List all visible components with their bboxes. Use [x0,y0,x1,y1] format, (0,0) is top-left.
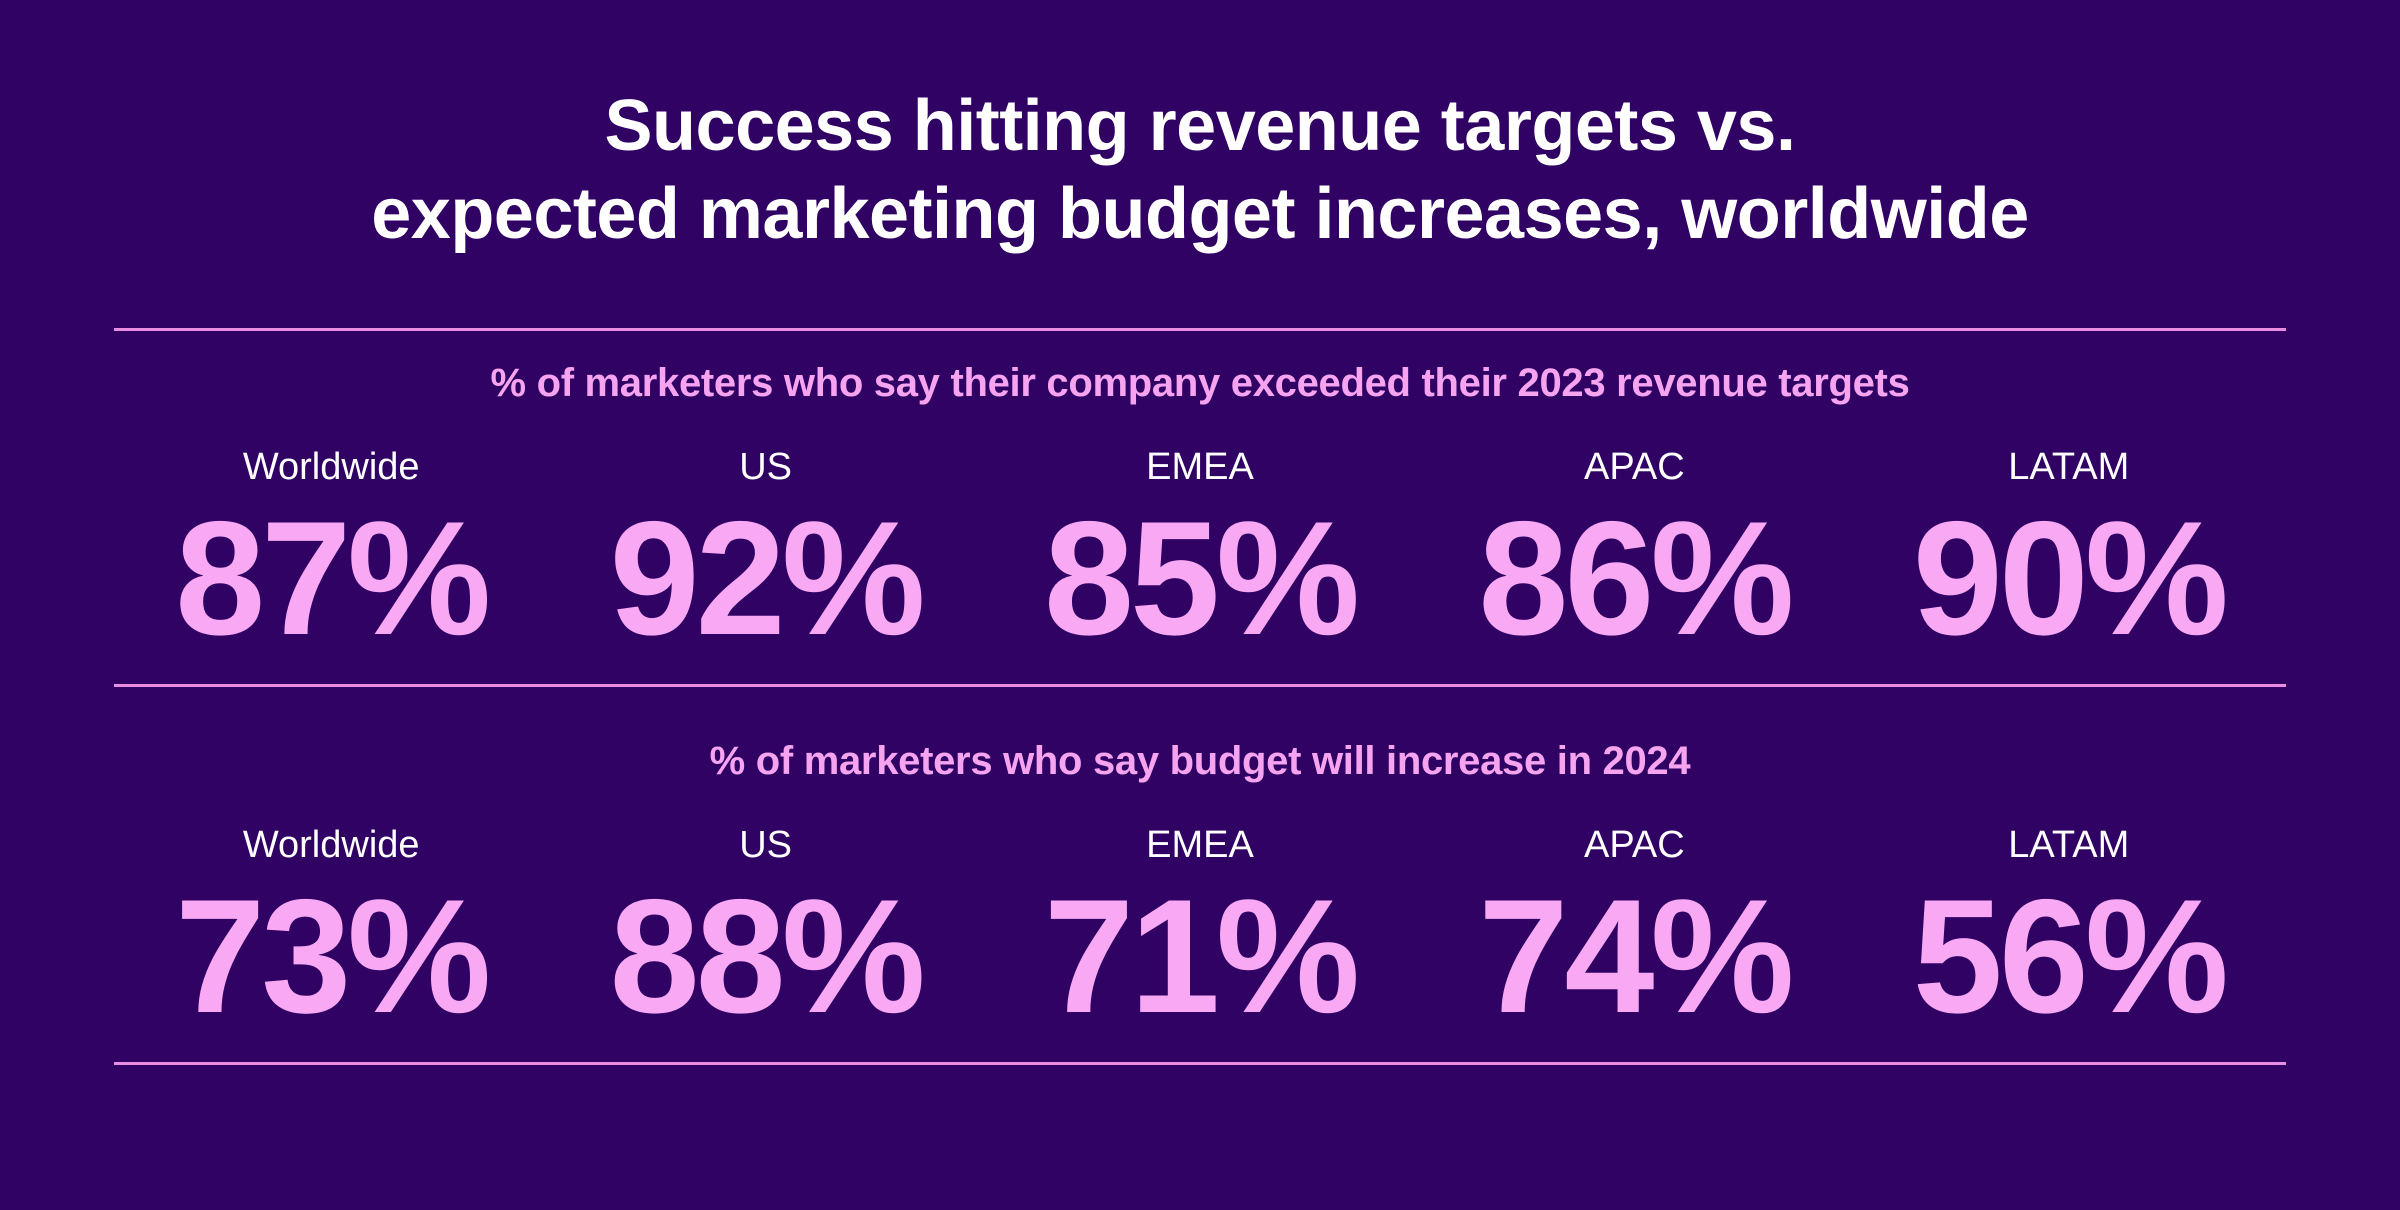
stat-value-apac: 74% [1478,866,1794,1047]
divider-top [114,328,2286,331]
stat-us-2024: US 88% [548,822,982,1038]
stat-value-emea: 85% [1043,488,1360,669]
stat-value-latam: 90% [1912,488,2229,669]
stat-label-latam: LATAM [2008,824,2130,866]
stat-label-us: US [739,824,792,866]
section-header-budget-increase: % of marketers who say budget will incre… [709,739,1691,783]
stat-value-us: 92% [609,488,926,669]
stat-apac-2024: APAC 74% [1417,822,1851,1038]
stat-value-us: 88% [609,866,926,1047]
stat-value-worldwide: 73% [175,866,491,1047]
content-area: % of marketers who say their company exc… [114,328,2286,1065]
stat-us-2023: US 92% [548,444,982,660]
stat-label-worldwide: Worldwide [242,824,420,866]
section-revenue-targets-2023: % of marketers who say their company exc… [114,361,2286,660]
stat-label-apac: APAC [1584,824,1685,866]
stat-worldwide-2023: Worldwide 87% [114,444,548,660]
stat-apac-2023: APAC 86% [1417,444,1851,660]
stat-emea-2023: EMEA 85% [983,444,1417,660]
stats-row-budget-increase: Worldwide 73% US 88% EMEA 71% APAC 74% L… [114,822,2286,1038]
stats-row-revenue-targets: Worldwide 87% US 92% EMEA 85% APAC 86% L… [114,444,2286,660]
stat-worldwide-2024: Worldwide 73% [114,822,548,1038]
stat-label-emea: EMEA [1146,824,1254,866]
page-title-line-1: Success hitting revenue targets vs. [604,86,1796,166]
page-title: Success hitting revenue targets vs. expe… [0,0,2400,258]
section-budget-increase-2024: % of marketers who say budget will incre… [114,739,2286,1038]
stat-emea-2024: EMEA 71% [983,822,1417,1038]
page-title-line-2: expected marketing budget increases, wor… [371,174,2029,254]
stat-label-emea: EMEA [1146,446,1254,488]
stat-label-apac: APAC [1584,446,1685,488]
stat-value-worldwide: 87% [175,488,491,669]
section-header-revenue-targets: % of marketers who say their company exc… [490,361,1910,405]
stat-label-worldwide: Worldwide [242,446,420,488]
stat-value-emea: 71% [1043,866,1360,1047]
stat-label-us: US [739,446,792,488]
stat-value-apac: 86% [1478,488,1794,669]
stat-latam-2024: LATAM 56% [1852,822,2286,1038]
stat-value-latam: 56% [1912,866,2229,1047]
stat-label-latam: LATAM [2008,446,2130,488]
stat-latam-2023: LATAM 90% [1852,444,2286,660]
divider-bottom [114,1062,2286,1065]
divider-middle [114,684,2286,687]
